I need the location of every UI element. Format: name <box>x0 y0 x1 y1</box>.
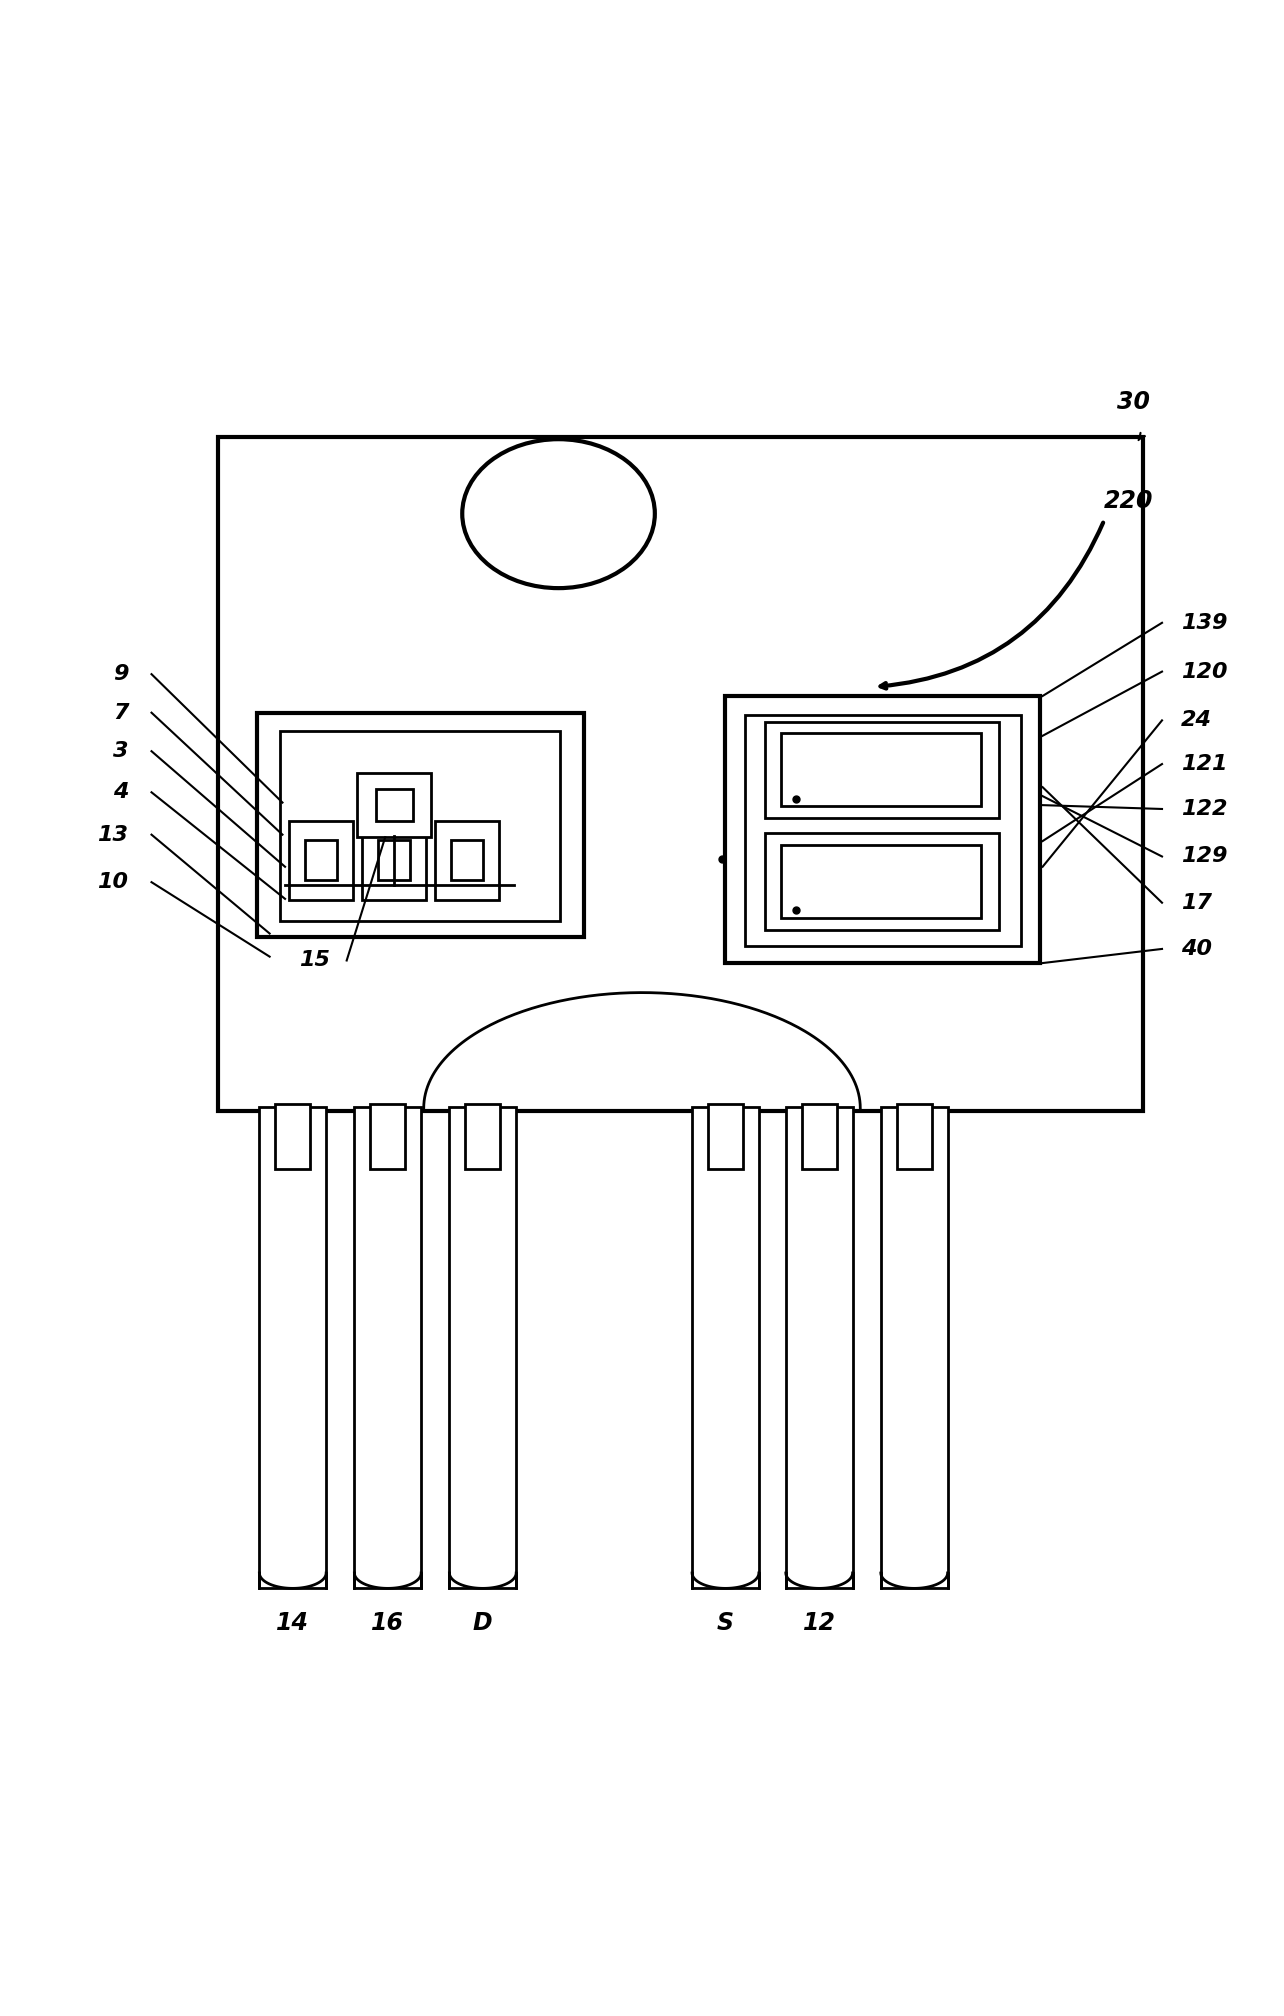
Text: 30: 30 <box>1117 389 1150 413</box>
Text: 120: 120 <box>1181 661 1228 681</box>
Bar <box>275 1105 311 1169</box>
Bar <box>370 1105 406 1169</box>
Bar <box>357 772 431 837</box>
Text: S: S <box>716 1611 734 1635</box>
Bar <box>362 821 426 899</box>
Text: 14: 14 <box>276 1611 309 1635</box>
Text: 13: 13 <box>98 825 128 845</box>
Bar <box>692 1107 759 1589</box>
Text: 40: 40 <box>1181 939 1212 960</box>
Bar <box>449 1107 516 1589</box>
Bar <box>786 1107 853 1589</box>
Bar <box>375 788 413 821</box>
Bar <box>725 696 1040 964</box>
Text: 24: 24 <box>1181 710 1212 730</box>
Bar <box>881 1107 948 1589</box>
Bar <box>218 437 1143 1111</box>
Text: D: D <box>473 1611 493 1635</box>
Text: 139: 139 <box>1181 613 1228 633</box>
Bar <box>377 841 411 881</box>
Bar <box>280 730 560 921</box>
Bar <box>354 1107 421 1589</box>
Text: 12: 12 <box>802 1611 836 1635</box>
Text: 10: 10 <box>98 873 128 893</box>
Text: 129: 129 <box>1181 847 1228 867</box>
Bar <box>765 722 999 818</box>
Bar <box>765 833 999 929</box>
Text: 220: 220 <box>1104 488 1154 512</box>
Text: 4: 4 <box>113 782 128 802</box>
Bar <box>259 1107 326 1589</box>
Bar <box>781 845 981 917</box>
Bar <box>896 1105 932 1169</box>
Bar <box>745 716 1021 946</box>
Text: 15: 15 <box>299 950 330 970</box>
Bar <box>289 821 353 899</box>
Bar <box>452 841 483 881</box>
Bar <box>435 821 499 899</box>
Text: 9: 9 <box>113 663 128 683</box>
Text: 16: 16 <box>371 1611 404 1635</box>
Text: 7: 7 <box>113 704 128 722</box>
Text: 3: 3 <box>113 742 128 762</box>
Bar <box>801 1105 837 1169</box>
Bar <box>257 714 584 937</box>
Text: 121: 121 <box>1181 754 1228 774</box>
Ellipse shape <box>462 439 655 589</box>
Bar <box>707 1105 743 1169</box>
Bar <box>306 841 336 881</box>
Bar <box>465 1105 501 1169</box>
Text: 17: 17 <box>1181 893 1212 913</box>
Text: 122: 122 <box>1181 798 1228 818</box>
Bar <box>781 734 981 806</box>
